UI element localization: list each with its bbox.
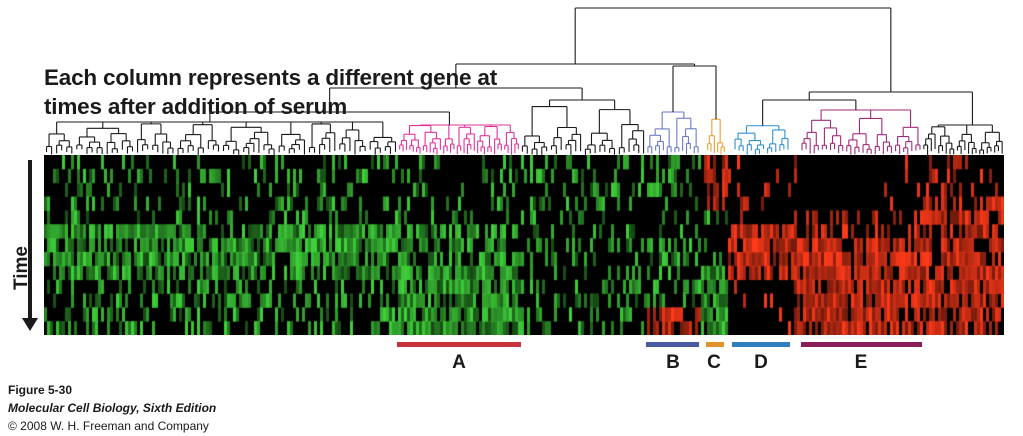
expression-heatmap bbox=[44, 155, 1004, 335]
cluster-label-d: D bbox=[754, 352, 768, 373]
cluster-bar-d bbox=[732, 342, 790, 347]
cluster-label-e: E bbox=[854, 352, 868, 373]
cluster-bar-a bbox=[397, 342, 521, 347]
copyright-line: © 2008 W. H. Freeman and Company bbox=[8, 419, 209, 433]
figure-number: Figure 5-30 bbox=[8, 383, 73, 397]
heading-line-1: Each column represents a different gene … bbox=[44, 65, 497, 90]
time-arrow-shaft bbox=[28, 160, 32, 322]
cluster-bar-b bbox=[646, 342, 699, 347]
figure-heading: Each column represents a different gene … bbox=[44, 63, 497, 121]
cluster-label-c: C bbox=[707, 352, 721, 373]
heading-line-2: times after addition of serum bbox=[44, 94, 348, 119]
book-title: Molecular Cell Biology, Sixth Edition bbox=[8, 401, 217, 415]
cluster-bar-e bbox=[801, 342, 922, 347]
time-arrow-head-icon bbox=[22, 318, 38, 331]
cluster-bar-c bbox=[706, 342, 724, 347]
gene-cluster-dendrogram bbox=[45, 7, 1003, 155]
cluster-label-a: A bbox=[452, 352, 466, 373]
cluster-label-b: B bbox=[666, 352, 680, 373]
